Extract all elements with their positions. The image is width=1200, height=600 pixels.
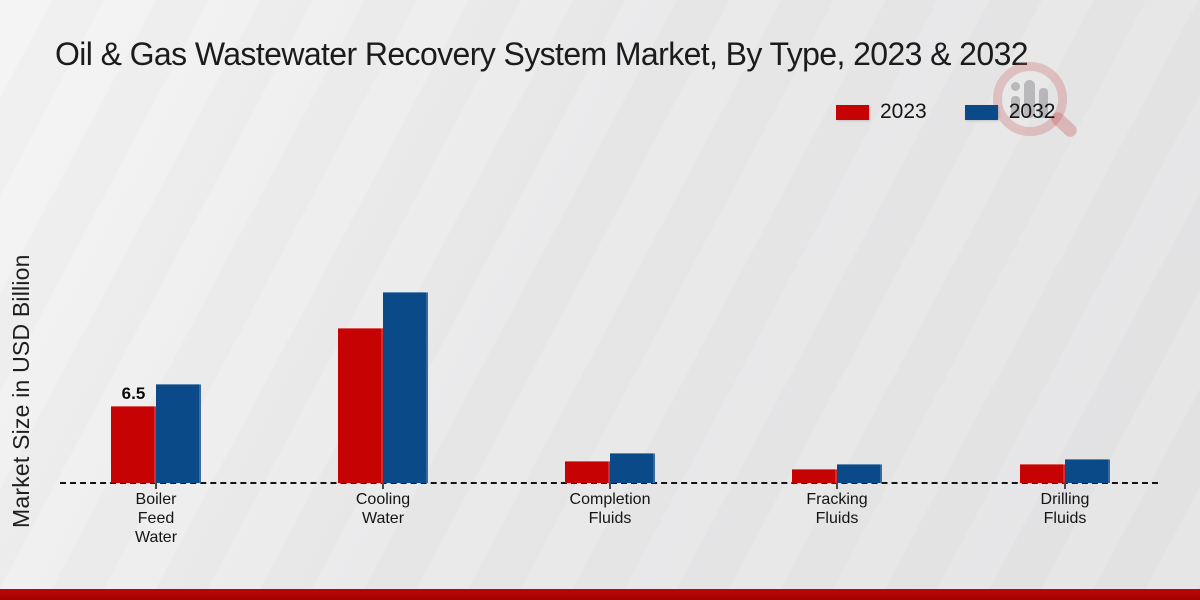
category-label-cooling-water: Cooling Water	[355, 491, 411, 527]
footer-accent-bar	[0, 589, 1200, 600]
bar-2032-fracking-fluids	[837, 464, 882, 483]
category-tick	[1064, 483, 1066, 489]
bar-2032-completion-fluids	[610, 453, 655, 483]
category-label-completion-fluids: Completion Fluids	[569, 491, 651, 527]
chart-title: Oil & Gas Wastewater Recovery System Mar…	[55, 36, 1029, 72]
category-label-fracking-fluids: Fracking Fluids	[806, 491, 868, 527]
bar-2023-completion-fluids	[565, 461, 610, 483]
logo-bar-icon	[1024, 80, 1035, 118]
bar-value-label: 6.5	[121, 384, 146, 403]
bar-2023-drilling-fluids	[1020, 464, 1065, 483]
bar-2023-fracking-fluids	[792, 469, 837, 483]
category-label-drilling-fluids: Drilling Fluids	[1040, 491, 1090, 527]
bar-2032-boiler-feed-water	[156, 384, 201, 483]
category-tick	[382, 483, 384, 489]
bar-2032-cooling-water	[383, 292, 428, 483]
legend-item-2023: 2023	[836, 100, 927, 124]
category-tick	[609, 483, 611, 489]
bar-2023-boiler-feed-water	[111, 406, 156, 483]
legend-swatch-2032	[964, 104, 998, 120]
logo-dot-icon	[1011, 82, 1020, 91]
category-label-boiler-feed-water: Boiler Feed Water	[134, 491, 178, 546]
legend-label-2032: 2032	[1008, 100, 1056, 123]
logo-bar-icon	[1011, 96, 1020, 118]
bar-2023-cooling-water	[338, 328, 383, 483]
legend: 2023 2032	[836, 100, 1055, 124]
logo-bar-icon	[1039, 88, 1048, 118]
legend-item-2032: 2032	[964, 100, 1056, 124]
legend-swatch-2023	[836, 104, 869, 120]
market-research-watermark-icon	[985, 58, 1095, 153]
category-tick	[836, 483, 838, 489]
bar-2032-drilling-fluids	[1065, 459, 1110, 483]
legend-label-2023: 2023	[880, 100, 927, 123]
magnifier-ring-icon	[993, 62, 1067, 136]
category-tick	[155, 483, 157, 489]
